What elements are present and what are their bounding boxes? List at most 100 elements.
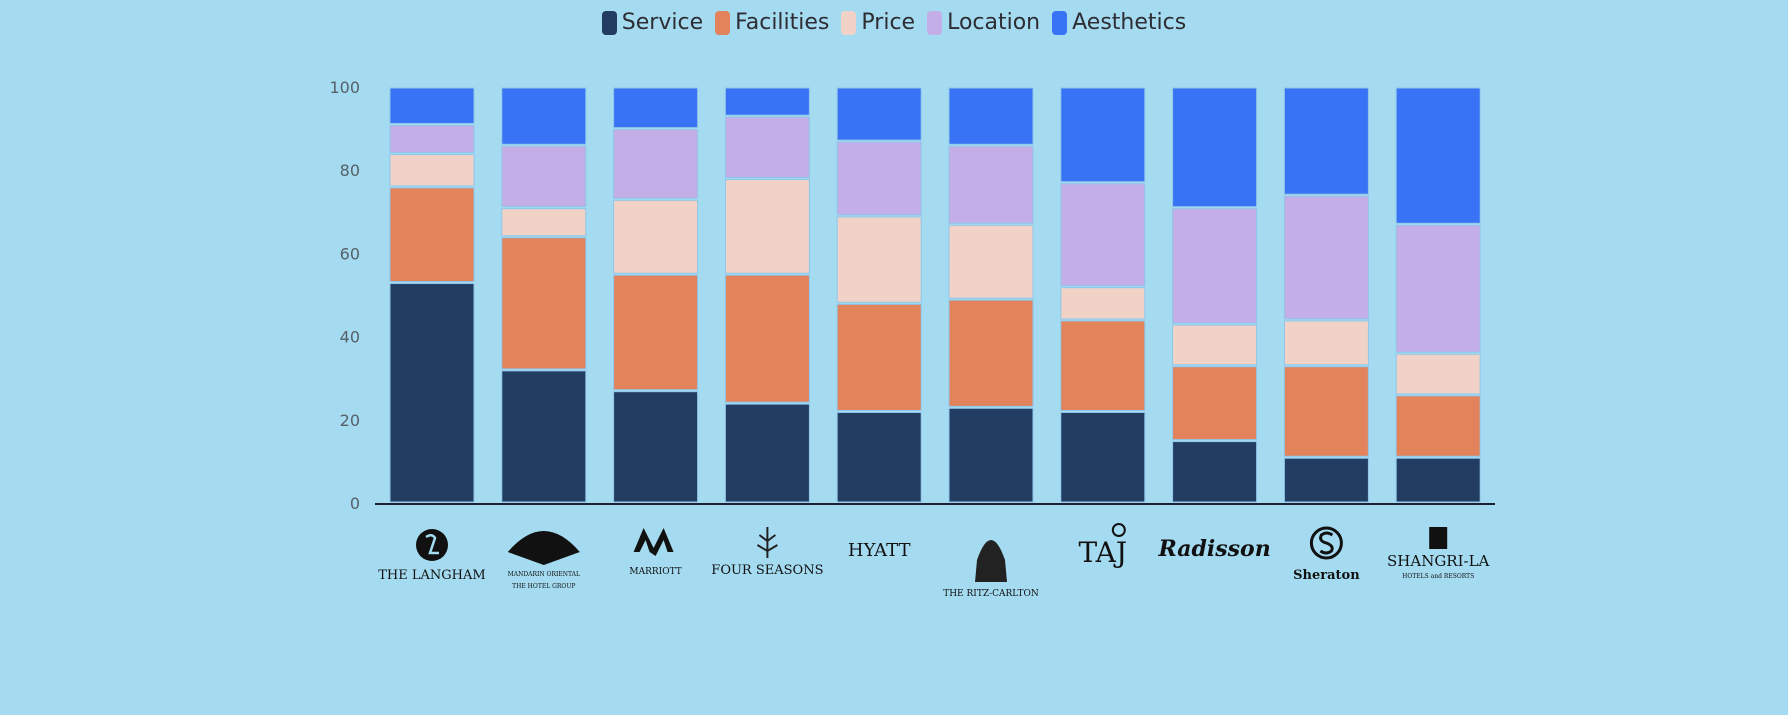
bar-segment-price (613, 199, 699, 274)
brand-logo: MANDARIN ORIENTAL THE HOTEL GROUP (508, 531, 580, 590)
legend-label: Location (947, 10, 1041, 35)
brand-logo: TAJ (1079, 523, 1128, 569)
brand-name: FOUR SEASONS (711, 563, 823, 578)
bar-segment-aesthetics (613, 87, 699, 129)
bar-segment-location (948, 145, 1034, 224)
bar-segment-price (836, 216, 922, 303)
bar-segment-aesthetics (836, 87, 922, 141)
bar-segment-facilities (1172, 366, 1258, 441)
laurel-emblem-icon (1309, 526, 1343, 560)
brand-name: TAJ (1079, 536, 1128, 569)
bar-segment-service (501, 370, 587, 503)
bar-segment-service (1060, 411, 1146, 503)
brand-name: THE LANGHAM (378, 568, 485, 583)
langham-l-mark-icon (425, 534, 439, 555)
brand-name: Radisson (1157, 536, 1270, 562)
brand-name: THE RITZ-CARLTON (943, 589, 1039, 599)
legend-swatch (601, 10, 617, 35)
legend-swatch (1052, 10, 1068, 35)
legend-item-aesthetics[interactable]: Aesthetics (1052, 10, 1186, 35)
bar-segment-service (724, 403, 810, 503)
bar-segment-location (501, 145, 587, 208)
y-tick-label: 60 (340, 244, 360, 263)
y-tick-label: 40 (340, 328, 360, 347)
brand-logo: SHANGRI-LA HOTELS and RESORTS (1387, 527, 1490, 580)
bar-segment-price (1060, 287, 1146, 320)
brand-logo: Radisson (1157, 536, 1270, 562)
bar-segment-aesthetics (1283, 87, 1369, 195)
bar-segment-service (1283, 457, 1369, 503)
brand-subtitle: HOTELS and RESORTS (1402, 573, 1474, 580)
brand-logo: THE LANGHAM (378, 529, 486, 583)
legend-item-price[interactable]: Price (841, 10, 915, 35)
y-tick-label: 80 (340, 161, 360, 180)
brand-logo: Sheraton (1293, 526, 1360, 583)
y-tick-label: 100 (329, 78, 360, 97)
legend-swatch (715, 10, 731, 35)
bar-segment-service (836, 411, 922, 503)
bar-segment-aesthetics (1172, 87, 1258, 208)
bar-segment-facilities (389, 187, 475, 283)
y-tick-label: 20 (340, 411, 360, 430)
lion-emblem-icon (975, 540, 1007, 582)
bar-segment-location (1395, 224, 1481, 353)
taj-emblem-icon (1111, 523, 1126, 537)
bar-segment-location (724, 116, 810, 179)
bar-segment-facilities (948, 299, 1034, 407)
bar-segment-facilities (1060, 320, 1146, 411)
bar-segment-location (1060, 183, 1146, 287)
brand-name: SHANGRI-LA (1387, 552, 1490, 570)
bar-segment-service (1395, 457, 1481, 503)
legend-label: Price (861, 10, 916, 35)
brand-name: HYATT (848, 540, 911, 561)
bar-segment-facilities (501, 237, 587, 370)
bar-segment-facilities (1283, 366, 1369, 457)
bar-segment-aesthetics (501, 87, 587, 145)
brand-subtitle: THE HOTEL GROUP (512, 583, 575, 590)
brand-logo: THE RITZ-CARLTON (943, 540, 1039, 599)
bar-segment-service (948, 407, 1034, 503)
brand-name: Sheraton (1293, 568, 1360, 583)
fan-emblem-icon (507, 531, 580, 565)
brand-logo: FOUR SEASONS (711, 527, 823, 578)
bar-segment-aesthetics (948, 87, 1034, 145)
bar-segment-price (948, 224, 1034, 299)
brand-logo: MARRIOTT (629, 528, 682, 577)
bar-segment-price (1172, 324, 1258, 366)
legend-label: Aesthetics (1072, 10, 1187, 35)
bar-segment-price (724, 179, 810, 274)
tree-emblem-icon (756, 527, 778, 558)
bar-segment-location (836, 141, 922, 216)
bar-segment-facilities (613, 274, 699, 391)
legend: Service Facilities Price Location Aesthe… (0, 10, 1788, 35)
legend-swatch (841, 10, 857, 35)
bar-segment-price (501, 208, 587, 237)
bar-segment-location (1283, 195, 1369, 320)
bar-segment-aesthetics (389, 87, 475, 124)
sheraton-s-icon (1319, 531, 1334, 555)
bar-segment-facilities (836, 303, 922, 411)
bar-segment-aesthetics (1060, 87, 1146, 183)
bar-segment-facilities (1395, 395, 1481, 457)
brand-name: MANDARIN ORIENTAL (508, 571, 580, 578)
bar-segment-location (389, 124, 475, 154)
y-tick-label: 0 (350, 494, 360, 513)
legend-item-service[interactable]: Service (601, 10, 704, 35)
shangrila-emblem-icon (1429, 527, 1448, 549)
bar-segment-service (389, 283, 475, 503)
legend-label: Facilities (735, 10, 830, 35)
legend-swatch (927, 10, 943, 35)
bar-segment-service (1172, 441, 1258, 503)
bar-segment-service (613, 391, 699, 503)
legend-item-location[interactable]: Location (927, 10, 1040, 35)
bar-segment-facilities (724, 274, 810, 403)
bar-segment-aesthetics (724, 87, 810, 116)
bar-segment-price (1395, 353, 1481, 395)
bar-segment-location (613, 129, 699, 199)
legend-label: Service (621, 10, 704, 35)
marriott-m-icon (633, 528, 674, 556)
bar-segment-aesthetics (1395, 87, 1481, 224)
legend-item-facilities[interactable]: Facilities (715, 10, 829, 35)
brand-logo: HYATT (848, 540, 911, 561)
